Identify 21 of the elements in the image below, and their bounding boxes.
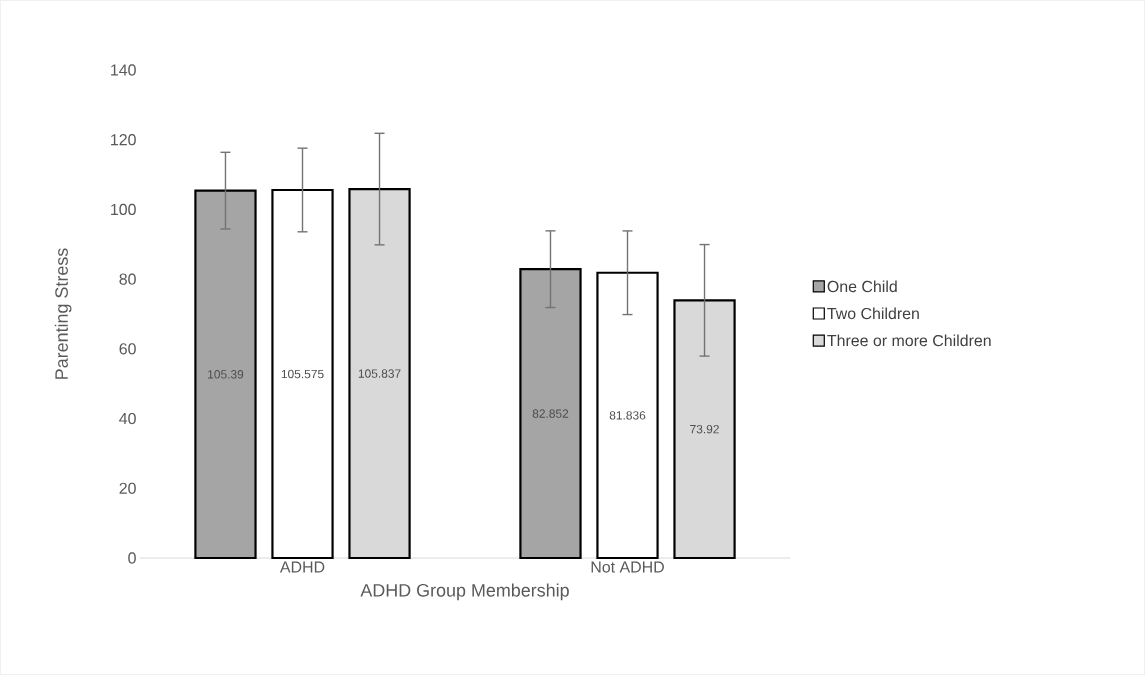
x-tick-label: Not ADHD	[591, 561, 664, 573]
y-tick-label: 120	[111, 134, 136, 146]
x-tick-label: ADHD	[279, 561, 325, 573]
y-tick-label: 40	[119, 412, 136, 425]
x-axis-title: ADHD Group Membership	[360, 583, 569, 601]
data-label: 81.836	[609, 411, 646, 420]
data-label: 105.837	[358, 369, 401, 378]
y-tick-label: 0	[128, 552, 136, 564]
y-tick-label: 140	[111, 64, 136, 76]
y-tick-label: 60	[119, 343, 136, 355]
y-tick-label: 80	[119, 273, 136, 285]
data-label: 82.852	[532, 409, 569, 418]
y-tick-label: 100	[111, 203, 136, 216]
data-label: 73.92	[690, 424, 719, 434]
y-axis-title: Parenting Stress	[54, 248, 72, 379]
legend-label: Three or more Children	[827, 334, 991, 347]
data-label: 105.39	[208, 370, 244, 379]
legend-label: Two Children	[827, 307, 919, 320]
data-label: 105.575	[281, 369, 324, 379]
legend-label: One Child	[827, 280, 897, 293]
y-tick-label: 20	[119, 482, 136, 494]
